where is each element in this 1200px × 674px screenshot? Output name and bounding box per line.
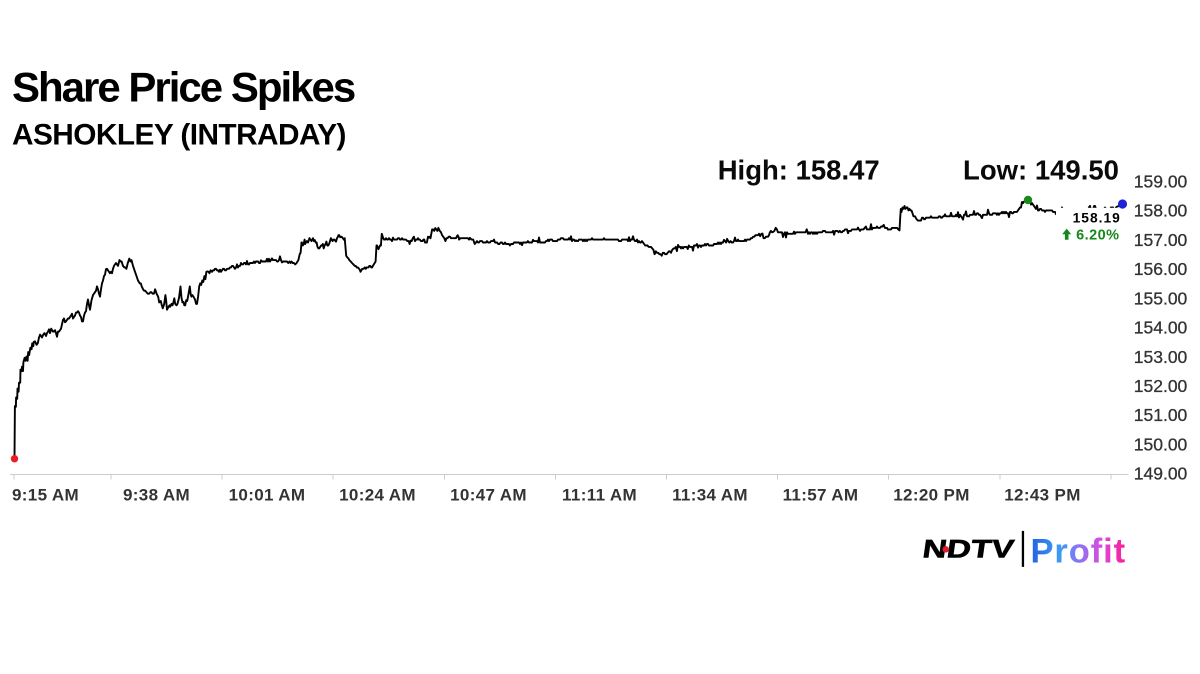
svg-text:NDTV: NDTV [921,536,1016,564]
svg-text:153.00: 153.00 [1134,347,1188,367]
svg-text:158.00: 158.00 [1134,201,1188,221]
svg-text:Profit: Profit [1031,533,1126,571]
svg-text:11:34 AM: 11:34 AM [672,486,748,505]
svg-text:10:01 AM: 10:01 AM [229,486,306,505]
svg-text:11:11 AM: 11:11 AM [562,486,637,505]
svg-text:9:38 AM: 9:38 AM [123,486,190,505]
svg-text:155.00: 155.00 [1134,288,1188,308]
svg-text:152.00: 152.00 [1134,376,1188,396]
svg-text:159.00: 159.00 [1134,172,1188,192]
svg-text:150.00: 150.00 [1134,434,1188,454]
svg-text:ASHOKLEY (INTRADAY): ASHOKLEY (INTRADAY) [12,119,346,152]
svg-text:151.00: 151.00 [1134,405,1188,425]
svg-text:6.20%: 6.20% [1076,228,1119,244]
svg-text:12:20 PM: 12:20 PM [893,486,970,505]
svg-text:Low: 149.50: Low: 149.50 [963,154,1119,185]
svg-text:156.00: 156.00 [1134,259,1188,279]
svg-text:158.19: 158.19 [1073,211,1121,226]
svg-text:Share Price Spikes: Share Price Spikes [12,64,355,111]
svg-text:9:15 AM: 9:15 AM [12,486,79,505]
svg-text:157.00: 157.00 [1134,230,1188,250]
svg-text:11:57 AM: 11:57 AM [783,486,859,505]
svg-text:10:47 AM: 10:47 AM [450,486,527,505]
svg-text:10:24 AM: 10:24 AM [339,486,416,505]
svg-text:High: 158.47: High: 158.47 [718,154,880,185]
svg-text:154.00: 154.00 [1134,318,1188,338]
svg-text:12:43 PM: 12:43 PM [1004,486,1081,505]
svg-text:149.00: 149.00 [1134,464,1188,484]
